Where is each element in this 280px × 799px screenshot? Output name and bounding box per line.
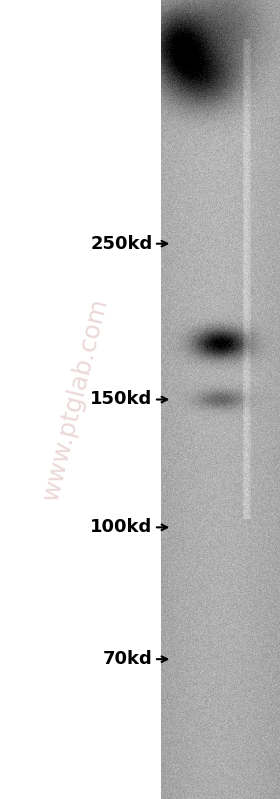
Text: 100kd: 100kd bbox=[90, 519, 153, 536]
Text: 250kd: 250kd bbox=[90, 235, 153, 252]
Text: 150kd: 150kd bbox=[90, 391, 153, 408]
Text: www.ptglab.com: www.ptglab.com bbox=[39, 296, 113, 503]
Text: 70kd: 70kd bbox=[103, 650, 153, 668]
